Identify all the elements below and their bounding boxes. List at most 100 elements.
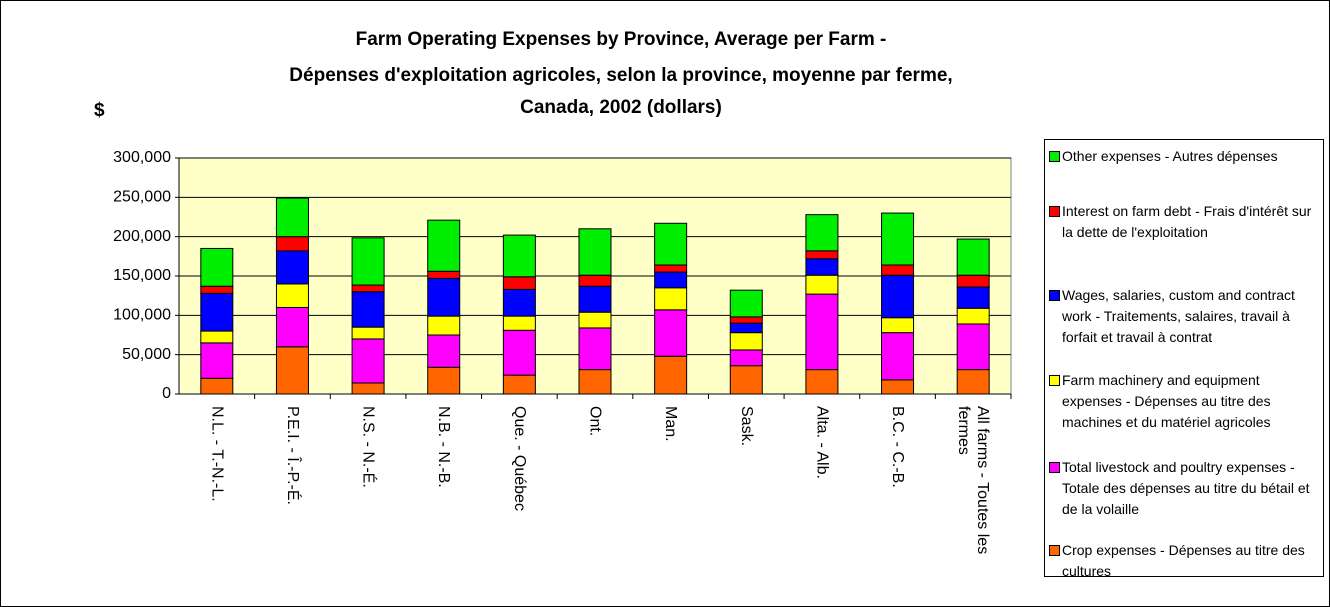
bar-segment [805,214,839,252]
x-tick-label: N.L. - T.-N.-L. [208,406,226,502]
bar-segment [881,332,915,381]
x-tick-label: Man. [662,406,680,442]
legend-swatch [1049,462,1060,473]
bar-segment [275,250,309,285]
chart-title: Farm Operating Expenses by Province, Ave… [356,29,887,50]
x-tick-label: All farms - Toutes les fermes [955,406,992,555]
bar-segment [427,277,461,317]
bar-segment [729,316,763,324]
bar-segment [351,382,385,395]
x-tick-label: Que. - Québec [510,406,528,511]
bar-segment [200,285,234,294]
bar-segment [200,247,234,287]
bar-segment [881,317,915,334]
y-tick-label: 0 [162,385,171,402]
bar-segment [578,311,612,329]
bar-segment [729,365,763,395]
y-axis-label: $ [94,100,105,121]
bar-segment [654,271,688,289]
legend-label: Farm machinery and equipment expenses - … [1062,372,1271,430]
bar-segment [956,307,990,325]
bar-segment [200,330,234,344]
bar-segment [578,228,612,276]
x-tick-label: Sask. [737,406,755,447]
bar-segment [427,270,461,279]
bar-segment [654,309,688,357]
bar-segment [200,292,234,332]
bar-segment [956,274,990,288]
legend-entry: Farm machinery and equipment expenses - … [1049,370,1321,433]
x-tick-label: B.C. - C.-B. [889,406,907,488]
bar-segment [654,264,688,273]
legend-entry: Total livestock and poultry expenses - T… [1049,457,1321,520]
legend-swatch [1049,375,1060,386]
bar-segment [275,197,309,238]
bar-segment [351,237,385,286]
x-tick-label: Ont. [586,406,604,437]
bar-segment [351,338,385,384]
bar-segment [200,377,234,395]
bar-segment [502,234,536,278]
legend-label: Other expenses - Autres dépenses [1062,148,1278,164]
bar-segment [956,286,990,309]
legend-swatch [1049,545,1060,556]
bar-segment [805,369,839,395]
bar-segment [502,374,536,395]
bar-segment [351,284,385,293]
bar-segment [729,349,763,367]
bar-segment [427,315,461,336]
bar-segment [427,334,461,368]
bar-segment [881,212,915,266]
x-tick-label: Alta. - Alb. [813,406,831,479]
legend-swatch [1049,151,1060,162]
bar-segment [502,329,536,376]
bar-segment [502,315,536,331]
bar-segment [956,323,990,371]
bar-segment [427,219,461,272]
bar-segment [654,287,688,311]
legend-entry: Interest on farm debt - Frais d'intérêt … [1049,201,1321,243]
legend-label: Crop expenses - Dépenses au titre des cu… [1062,542,1305,579]
bar-segment [729,332,763,351]
y-tick-label: 50,000 [122,346,171,363]
bar-segment [881,274,915,319]
bar-segment [351,326,385,340]
bar-segment [881,264,915,276]
bar-segment [275,236,309,252]
legend-label: Wages, salaries, custom and contract wor… [1062,287,1295,345]
bar-segment [956,369,990,395]
y-tick-label: 200,000 [113,228,171,245]
y-tick-label: 300,000 [113,149,171,166]
x-tick-label: P.E.I. - Î.-P.-É. [283,406,301,505]
bar-segment [578,285,612,313]
bar-segment [200,342,234,379]
chart-title: Canada, 2002 (dollars) [520,97,722,118]
legend-label: Interest on farm debt - Frais d'intérêt … [1062,203,1312,240]
bar-segment [881,379,915,395]
bar-segment [729,322,763,334]
bar-segment [805,274,839,295]
bar-segment [427,366,461,395]
bar-segment [351,291,385,328]
y-tick-label: 250,000 [113,189,171,206]
bar-segment [729,289,763,318]
bar-segment [805,250,839,260]
x-tick-label: N.B. - N.-B. [435,406,453,488]
bar-segment [275,346,309,395]
legend-label: Total livestock and poultry expenses - T… [1062,459,1310,517]
bar-segment [578,274,612,287]
bar-segment [275,306,309,348]
y-tick-label: 100,000 [113,307,171,324]
bar-segment [578,369,612,395]
bar-segment [654,222,688,266]
bar-segment [805,258,839,276]
bar-segment [805,293,839,371]
legend-swatch [1049,290,1060,301]
bar-segment [956,238,990,276]
legend-entry: Wages, salaries, custom and contract wor… [1049,285,1321,348]
legend: Other expenses - Autres dépenses Interest… [1044,139,1324,579]
bar-segment [502,276,536,290]
x-tick-label: N.S. - N.-É. [359,406,377,488]
legend-entry: Crop expenses - Dépenses au titre des cu… [1049,540,1321,582]
